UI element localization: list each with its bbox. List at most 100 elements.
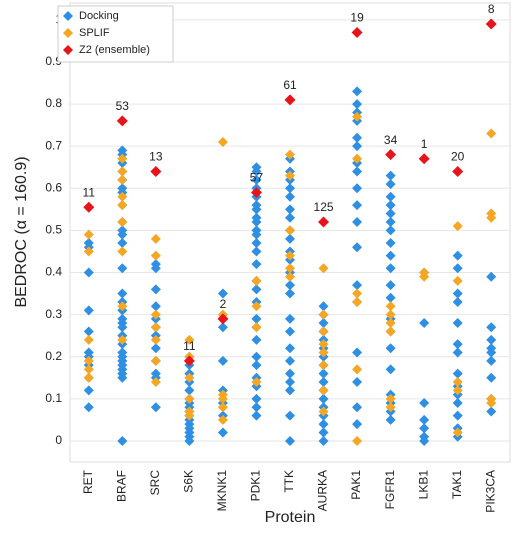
point <box>385 208 396 219</box>
point <box>117 263 128 274</box>
point <box>117 238 128 249</box>
point <box>385 318 396 329</box>
point <box>251 238 262 249</box>
annotation: 34 <box>384 133 398 147</box>
point <box>452 347 463 358</box>
point <box>284 94 296 106</box>
point <box>318 393 329 404</box>
point <box>150 343 161 354</box>
annotation: 20 <box>451 150 465 164</box>
point <box>285 149 295 160</box>
point <box>251 246 262 257</box>
point <box>251 402 262 413</box>
point <box>486 271 497 282</box>
point <box>217 136 228 147</box>
point <box>285 183 295 194</box>
point <box>385 216 396 227</box>
annotation: 8 <box>488 2 495 16</box>
point <box>251 259 262 270</box>
point <box>217 288 228 299</box>
point <box>117 301 128 312</box>
annotation: 125 <box>314 200 334 214</box>
point <box>318 427 329 438</box>
point <box>251 301 262 312</box>
point <box>83 305 94 316</box>
point <box>318 360 329 371</box>
point <box>251 204 262 215</box>
point <box>385 301 396 312</box>
point <box>352 435 363 446</box>
point <box>251 313 262 324</box>
y-tick-label: 0.4 <box>45 265 62 279</box>
x-tick-label: SRC <box>148 470 162 496</box>
point <box>251 351 262 362</box>
y-axis-label: BEDROC (α = 160.9) <box>13 156 30 307</box>
point <box>183 355 195 367</box>
point <box>83 246 94 257</box>
point <box>385 326 396 337</box>
x-tick-label: RET <box>81 469 95 494</box>
point <box>251 360 262 371</box>
legend-marker <box>63 28 73 38</box>
point <box>352 141 363 152</box>
x-tick-label: AURKA <box>316 470 330 511</box>
annotation: 61 <box>283 78 297 92</box>
y-tick-label: 0 <box>55 433 62 447</box>
point <box>352 153 363 164</box>
point <box>285 368 295 379</box>
point <box>150 334 161 345</box>
point <box>117 435 128 446</box>
point <box>285 355 295 366</box>
x-tick-label: PIK3CA <box>483 470 497 513</box>
point <box>251 393 262 404</box>
point <box>184 385 195 396</box>
point <box>385 170 396 181</box>
point <box>486 355 497 366</box>
point <box>117 166 128 177</box>
point <box>318 435 329 446</box>
point <box>352 347 363 358</box>
point <box>352 402 363 413</box>
point <box>486 128 497 139</box>
point <box>318 301 329 312</box>
point <box>419 318 430 329</box>
point <box>352 280 363 291</box>
point <box>117 191 128 202</box>
point <box>385 292 396 303</box>
point <box>217 402 228 413</box>
point <box>150 402 161 413</box>
point <box>419 435 430 446</box>
x-tick-label: FGFR1 <box>383 470 397 510</box>
point <box>318 368 329 379</box>
point <box>486 372 497 383</box>
point <box>352 288 363 299</box>
point <box>285 326 295 337</box>
point <box>251 216 262 227</box>
point <box>184 435 195 446</box>
y-tick-label: 0.3 <box>45 307 62 321</box>
point <box>385 364 396 375</box>
y-tick-label: 0.6 <box>45 180 62 194</box>
y-tick-label: 0.7 <box>45 138 62 152</box>
point <box>452 288 463 299</box>
point <box>251 284 262 295</box>
point <box>452 165 464 177</box>
point <box>285 313 295 324</box>
point <box>217 414 228 425</box>
point <box>217 322 228 333</box>
point <box>418 153 430 165</box>
x-axis-label: Protein <box>265 509 316 526</box>
y-tick-label: 0.5 <box>45 223 62 237</box>
point <box>318 339 329 350</box>
point <box>352 296 363 307</box>
point <box>83 372 94 383</box>
point <box>117 288 128 299</box>
point <box>452 339 463 350</box>
point <box>419 423 430 434</box>
point <box>117 174 128 185</box>
point <box>83 229 94 240</box>
point <box>318 216 330 228</box>
point <box>452 275 463 286</box>
point <box>251 410 262 421</box>
point <box>318 263 329 274</box>
